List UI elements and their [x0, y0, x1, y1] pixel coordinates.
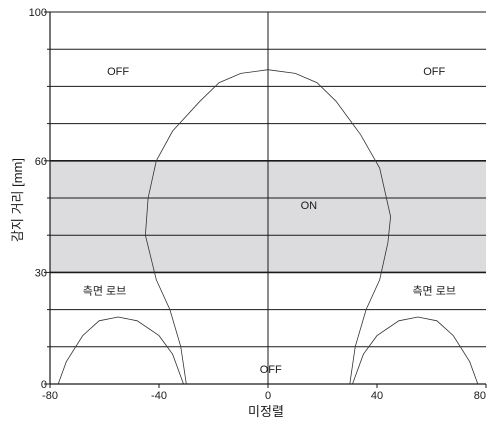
region-label-5: OFF: [260, 364, 282, 376]
detection-curve-3: [352, 316, 479, 385]
x-tick-label-0: -80: [42, 390, 58, 402]
grid-layer: [50, 11, 486, 384]
x-tick-label-2: 0: [265, 390, 271, 402]
label-layer: OFF OFF ON 측면 로브 측면 로브 OFF: [83, 66, 456, 376]
region-label-4: 측면 로브: [412, 285, 456, 298]
y-tick-label-3: 100: [29, 7, 47, 19]
detection-curve-1: [144, 69, 392, 385]
x-tick-label-4: 80: [474, 390, 486, 402]
curve-layer: [57, 69, 479, 385]
y-axis-title: 감지 거리 [mm]: [10, 158, 25, 242]
detection-curve-2: [57, 316, 184, 385]
x-tick-label-1: -40: [151, 390, 167, 402]
x-axis-title: 미정렬: [248, 404, 284, 419]
axis-layer: -80 -40 0 40 80 0 30 60 100: [29, 7, 487, 402]
x-tick-label-3: 40: [371, 390, 383, 402]
region-label-0: OFF: [107, 66, 129, 78]
y-tick-label-1: 30: [35, 267, 47, 279]
region-label-1: OFF: [423, 66, 445, 78]
region-label-2: ON: [301, 200, 318, 212]
region-label-3: 측면 로브: [83, 285, 127, 298]
y-tick-label-0: 0: [41, 379, 47, 391]
y-tick-label-2: 60: [35, 156, 47, 168]
